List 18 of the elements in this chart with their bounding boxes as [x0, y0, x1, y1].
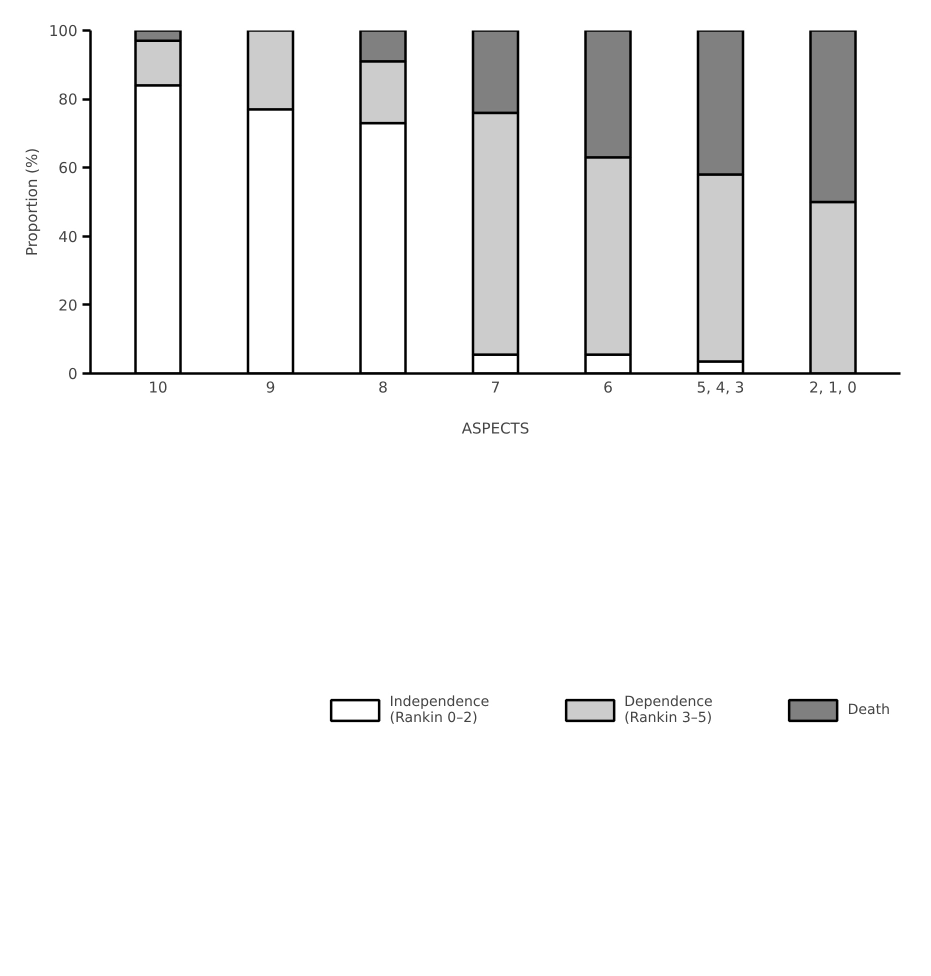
x-tick-label: 2, 1, 0: [809, 378, 857, 396]
y-tick-label: 20: [58, 296, 78, 314]
y-tick-label: 40: [58, 228, 78, 246]
y-tick-label: 60: [58, 159, 78, 178]
y-axis-title: Proportion (%): [22, 148, 41, 256]
x-tick-label: 8: [378, 378, 388, 396]
legend-label: Independence (Rankin 0–2): [390, 694, 490, 726]
x-tick-label: 10: [148, 378, 168, 396]
x-tick-label: 6: [603, 378, 613, 396]
y-tick-label: 80: [58, 90, 78, 109]
x-axis-title: ASPECTS: [462, 420, 530, 438]
legend-label: Dependence (Rankin 3–5): [624, 694, 713, 726]
y-tick-label: 0: [68, 365, 78, 383]
x-tick-label: 7: [490, 378, 500, 396]
legend-label: Death: [848, 702, 890, 718]
x-tick-label: 9: [266, 378, 276, 396]
y-tick-label: 100: [48, 22, 78, 40]
x-tick-label: 5, 4, 3: [696, 378, 744, 396]
